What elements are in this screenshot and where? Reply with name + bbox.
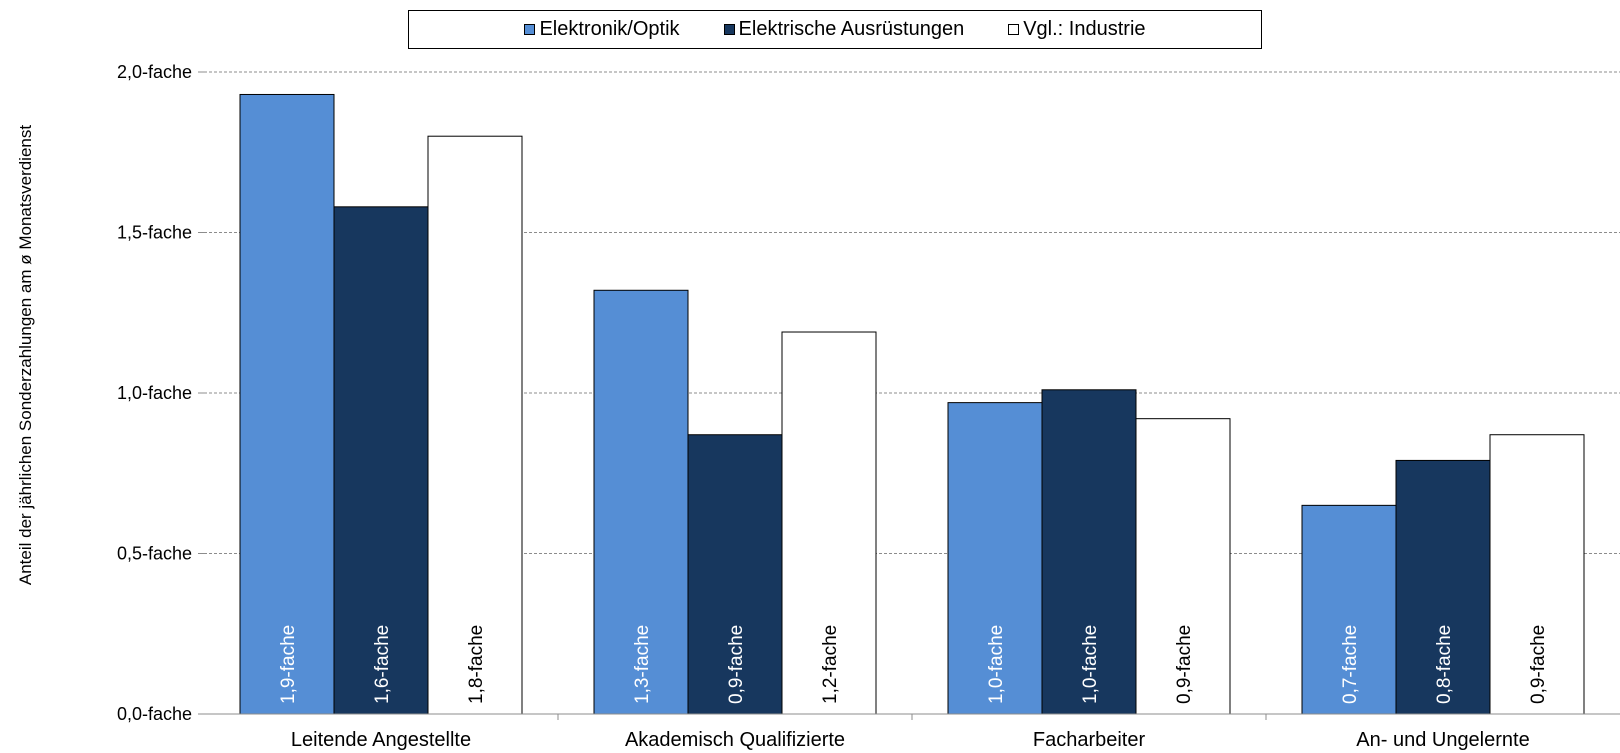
x-category-label: Akademisch Qualifizierte <box>625 729 845 751</box>
bar-data-label: 0,8-fache <box>1434 625 1455 704</box>
y-axis: 0,0-fache 0,5-fache 1,0-fache 1,5-fache 2,0-… <box>117 62 204 724</box>
legend-label: Elektrische Ausrüstungen <box>738 18 965 40</box>
bar-data-label: 1,6-fache <box>372 625 393 704</box>
bar-data-label: 0,7-fache <box>1340 625 1361 704</box>
bar <box>1041 389 1137 715</box>
legend-swatch <box>1008 24 1020 35</box>
y-tick-label: 1,0-fache <box>117 383 192 403</box>
legend-label: Elektronik/Optik <box>539 18 680 40</box>
x-axis: Leitende Angestellte Akademisch Qualifizi… <box>204 713 1620 751</box>
bar <box>239 93 335 715</box>
bar-data-label: 0,9-fache <box>726 625 747 704</box>
x-category-label: Leitende Angestellte <box>291 729 471 751</box>
x-category-label: An- und Ungelernte <box>1356 729 1529 751</box>
legend-item-industrie: Vgl.: Industrie <box>1008 18 1146 41</box>
y-tick-label: 0,0-fache <box>117 704 192 724</box>
legend-item-elektrische: Elektrische Ausrüstungen <box>723 18 965 41</box>
bar-data-label: 1,0-fache <box>1080 625 1101 704</box>
bar <box>1135 418 1231 715</box>
bar <box>1489 434 1585 715</box>
bar <box>1301 504 1397 715</box>
y-tick-label: 1,5-fache <box>117 223 192 243</box>
bar-data-label: 1,8-fache <box>466 625 487 704</box>
bar <box>947 402 1043 715</box>
bar-data-label: 1,2-fache <box>820 625 841 704</box>
x-category-label: Facharbeiter <box>1033 729 1146 751</box>
legend: Elektronik/Optik Elektrische Ausrüstunge… <box>408 10 1262 49</box>
bar-data-label: 0,9-fache <box>1528 625 1549 704</box>
legend-swatch <box>723 24 735 35</box>
bar-data-label: 0,9-fache <box>1174 625 1195 704</box>
bars: 1,9-fache 1,6-fache 1,8-fache 1,3-fache 0,9-… <box>239 93 1585 715</box>
bar <box>1395 459 1491 715</box>
y-tick-label: 2,0-fache <box>117 62 192 82</box>
bar-data-label: 1,9-fache <box>278 625 299 704</box>
y-tick-label: 0,5-fache <box>117 544 192 564</box>
bar-data-label: 1,3-fache <box>632 625 653 704</box>
bar-data-label: 1,0-fache <box>986 625 1007 704</box>
legend-item-elektronik: Elektronik/Optik <box>524 18 680 41</box>
legend-label: Vgl.: Industrie <box>1023 18 1146 40</box>
y-axis-title: Anteil der jährlichen Sonderzahlungen am… <box>16 124 35 586</box>
legend-swatch <box>524 24 536 35</box>
